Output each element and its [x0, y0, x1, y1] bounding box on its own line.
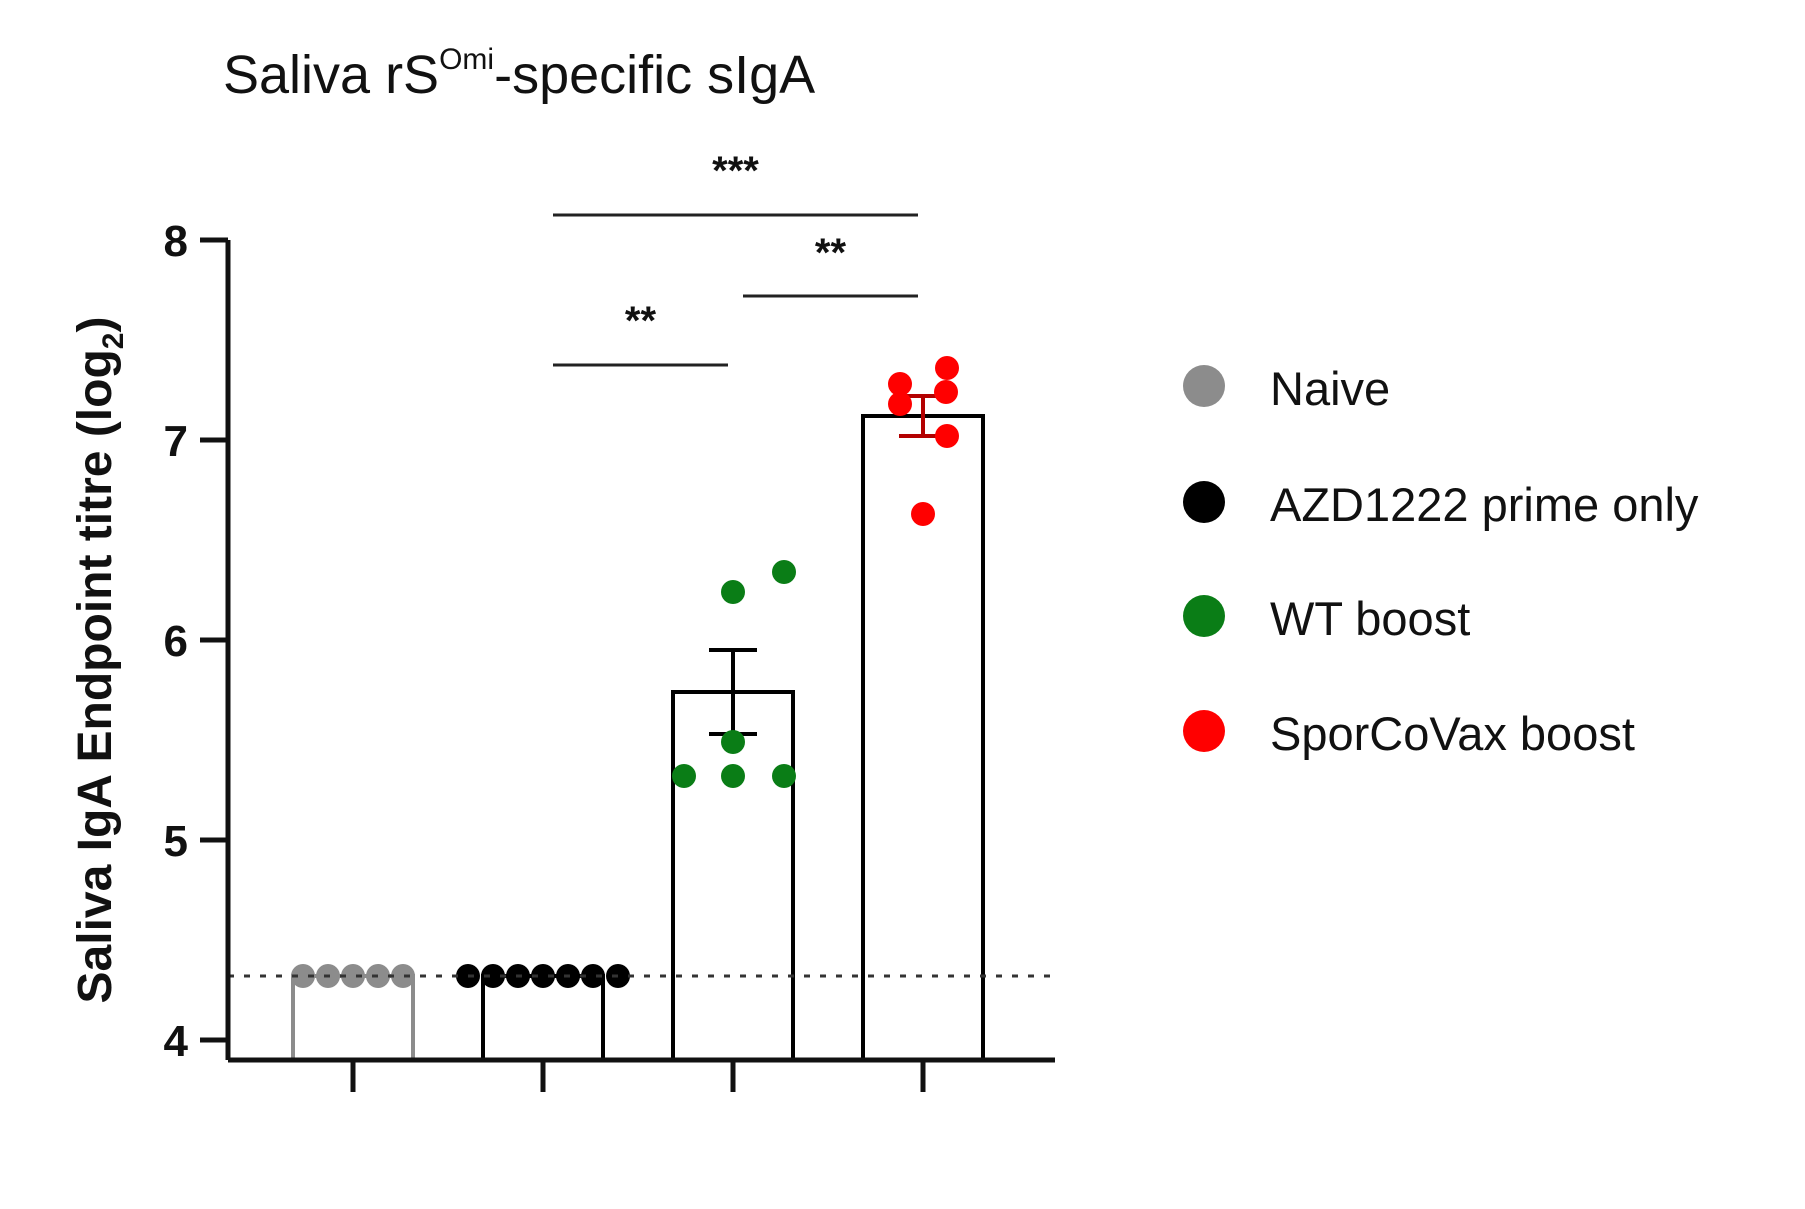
data-point-2-5	[772, 764, 796, 788]
chart-title-superscript: Omi	[439, 43, 494, 76]
y-tick-label-6: 6	[164, 617, 188, 666]
data-point-3-0	[935, 356, 959, 380]
significance-label-2: **	[815, 231, 847, 275]
data-point-2-2	[721, 730, 745, 754]
legend-marker-2	[1183, 595, 1225, 637]
bar-azd1222-prime-only	[481, 974, 605, 1062]
significance-annotations: *******	[553, 149, 918, 367]
significance-label-1: **	[625, 299, 657, 343]
y-axis-label-main: Saliva IgA Endpoint titre (log	[69, 349, 122, 1003]
y-axis-label-end: )	[69, 317, 122, 333]
y-axis-label-subscript: 2	[97, 333, 130, 350]
y-tick-label-7: 7	[164, 417, 188, 466]
data-point-3-4	[935, 424, 959, 448]
data-point-2-0	[772, 560, 796, 584]
axes: 4 5 6 7 8	[164, 217, 1055, 1092]
y-tick-label-8: 8	[164, 217, 188, 266]
data-point-1-5	[581, 964, 605, 988]
data-point-0-0	[291, 964, 315, 988]
y-axis-label: Saliva IgA Endpoint titre (log2)	[69, 317, 130, 1004]
plot-area	[228, 356, 1055, 1062]
svg-text:Saliva IgA Endpoint titre (log: Saliva IgA Endpoint titre (log2)	[69, 317, 130, 1004]
legend-label-0: Naive	[1270, 362, 1390, 415]
significance-label-0: ***	[712, 149, 759, 193]
y-tick-label-4: 4	[164, 1017, 189, 1066]
data-point-2-4	[721, 764, 745, 788]
data-point-3-2	[934, 380, 958, 404]
data-point-2-3	[672, 764, 696, 788]
data-point-3-1	[888, 372, 912, 396]
data-point-2-1	[721, 580, 745, 604]
legend-label-2: WT boost	[1270, 592, 1470, 645]
legend-label-3: SporCoVax boost	[1270, 707, 1635, 760]
chart-title-main: Saliva rS	[223, 45, 439, 105]
chart-title-rest: -specific sIgA	[494, 45, 815, 105]
svg-text:Saliva rSOmi-specific sIgA: Saliva rSOmi-specific sIgA	[223, 43, 815, 105]
data-point-1-1	[481, 964, 505, 988]
bar-naive	[291, 974, 415, 1062]
chart-title: Saliva rSOmi-specific sIgA	[223, 43, 815, 105]
legend-marker-0	[1183, 365, 1225, 407]
legend-marker-1	[1183, 481, 1225, 523]
legend-label-1: AZD1222 prime only	[1270, 478, 1699, 531]
legend: Naive AZD1222 prime only WT boost SporCoVax…	[1183, 362, 1699, 760]
data-point-1-3	[531, 964, 555, 988]
data-point-3-3	[888, 392, 912, 416]
y-tick-label-5: 5	[164, 817, 188, 866]
data-point-0-2	[341, 964, 365, 988]
data-point-3-5	[911, 502, 935, 526]
legend-marker-3	[1183, 710, 1225, 752]
data-point-0-4	[391, 964, 415, 988]
